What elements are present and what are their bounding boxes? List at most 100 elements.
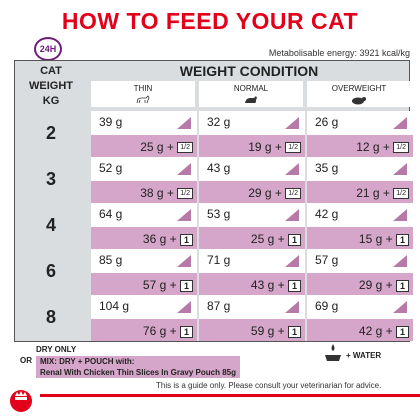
plus-sign: + xyxy=(385,324,393,338)
pouch-icon xyxy=(177,209,191,221)
mix-amount: 21 g xyxy=(356,186,380,200)
dry-amount: 57 g xyxy=(315,253,339,267)
mix-row: 25 g + 1/2 xyxy=(91,140,197,154)
mix-amount: 29 g xyxy=(248,186,272,200)
pouch-icon xyxy=(393,301,407,313)
dry-amount: 85 g xyxy=(99,253,123,267)
mix-row: 19 g + 1/2 xyxy=(199,140,305,154)
plus-sign: + xyxy=(385,278,393,292)
mix-band xyxy=(199,319,305,341)
feeding-cell: 26 g 12 g + 1/2 xyxy=(307,111,413,157)
footer-rule xyxy=(40,394,420,397)
mix-amount: 59 g xyxy=(250,324,275,338)
dry-amount: 87 g xyxy=(207,299,231,313)
pouch-icon xyxy=(177,117,191,129)
pouch-amount: 1 xyxy=(287,233,301,246)
mix-amount: 12 g xyxy=(356,140,380,154)
feeding-table: CAT WEIGHT KG WEIGHT CONDITION THIN NORM… xyxy=(14,60,413,342)
mix-amount: 15 g xyxy=(358,232,383,246)
mix-row: 12 g + 1/2 xyxy=(307,140,413,154)
mix-amount: 43 g xyxy=(250,278,275,292)
mix-amount: 76 g xyxy=(142,324,167,338)
pouch-icon xyxy=(285,301,299,313)
mix-amount: 36 g xyxy=(142,232,167,246)
header-line-kg: KG xyxy=(42,95,60,107)
water-bowl-icon xyxy=(325,344,341,361)
mix-row: 29 g + 1 xyxy=(307,278,413,292)
pouch-amount: 1/2 xyxy=(285,188,301,200)
page-title: HOW TO FEED YOUR CAT xyxy=(61,8,359,34)
mix-band xyxy=(307,135,413,157)
column-label: THIN xyxy=(133,84,153,93)
mix-row: 57 g + 1 xyxy=(91,278,197,292)
pouch-icon xyxy=(177,163,191,175)
water-label: + WATER xyxy=(346,351,382,360)
feeding-cell: 64 g 36 g + 1 xyxy=(91,203,197,249)
mix-band xyxy=(307,227,413,249)
weight-row-label: 4 xyxy=(45,215,56,235)
dry-amount: 104 g xyxy=(99,299,130,313)
feeding-cell: 104 g 76 g + 1 xyxy=(91,295,197,341)
mix-row: 29 g + 1/2 xyxy=(199,186,305,200)
pouch-icon xyxy=(177,255,191,267)
feeding-cell: 87 g 59 g + 1 xyxy=(199,295,305,341)
pouch-amount: 1 xyxy=(287,325,301,338)
mix-band xyxy=(307,319,413,341)
mix-amount: 38 g xyxy=(140,186,164,200)
dry-amount: 69 g xyxy=(315,299,339,313)
energy-label: Metabolisable energy: 3921 kcal/kg xyxy=(268,48,410,58)
dry-amount: 52 g xyxy=(99,161,123,175)
plus-sign: + xyxy=(274,186,282,200)
pouch-icon xyxy=(285,117,299,129)
plus-sign: + xyxy=(169,278,177,292)
mix-amount: 19 g xyxy=(248,140,272,154)
brand-logo-icon xyxy=(10,390,32,412)
dry-amount: 71 g xyxy=(207,253,231,267)
mix-row: 15 g + 1 xyxy=(307,232,413,246)
pouch-icon xyxy=(285,255,299,267)
column-label: NORMAL xyxy=(233,84,269,93)
mix-amount: 25 g xyxy=(140,140,164,154)
dry-amount: 53 g xyxy=(207,207,231,221)
header-line-weight: WEIGHT xyxy=(29,80,73,92)
mix-band xyxy=(307,181,413,203)
dry-amount: 42 g xyxy=(315,207,339,221)
feeding-cell: 53 g 25 g + 1 xyxy=(199,203,305,249)
plus-sign: + xyxy=(382,140,390,154)
mix-band xyxy=(91,273,197,295)
pouch-icon xyxy=(285,209,299,221)
pouch-icon xyxy=(285,163,299,175)
mix-row: 36 g + 1 xyxy=(91,232,197,246)
feeding-cell: 43 g 29 g + 1/2 xyxy=(199,157,305,203)
mix-band xyxy=(91,135,197,157)
dry-amount: 26 g xyxy=(315,115,339,129)
feeding-cell: 71 g 43 g + 1 xyxy=(199,249,305,295)
pouch-icon xyxy=(393,209,407,221)
legend-or: OR xyxy=(20,356,32,365)
dry-amount: 64 g xyxy=(99,207,123,221)
pouch-icon xyxy=(393,163,407,175)
mix-row: 42 g + 1 xyxy=(307,324,413,338)
clock-label: 24H xyxy=(39,44,57,54)
normal-cat-icon xyxy=(245,96,257,103)
header-line-cat: CAT xyxy=(40,65,62,77)
legend: DRY ONLY OR MIX: DRY + POUCH with: Renal… xyxy=(20,344,240,378)
pouch-icon xyxy=(177,301,191,313)
column-header-overweight: OVERWEIGHT xyxy=(307,81,411,107)
column-header-thin: THIN xyxy=(91,81,195,107)
pouch-amount: 1 xyxy=(395,233,409,246)
pouch-amount: 1/2 xyxy=(177,142,193,154)
plus-sign: + xyxy=(169,232,177,246)
feeding-cell: 52 g 38 g + 1/2 xyxy=(91,157,197,203)
feeding-cell: 32 g 19 g + 1/2 xyxy=(199,111,305,157)
pouch-amount: 1 xyxy=(395,279,409,292)
mix-amount: 29 g xyxy=(358,278,383,292)
mix-band xyxy=(91,319,197,341)
clock-icon: 24H xyxy=(34,37,62,61)
feeding-cell: 39 g 25 g + 1/2 xyxy=(91,111,197,157)
mix-amount: 57 g xyxy=(142,278,167,292)
pouch-amount: 1/2 xyxy=(177,188,193,200)
mix-row: 76 g + 1 xyxy=(91,324,197,338)
overweight-cat-icon xyxy=(352,97,366,105)
thin-cat-icon xyxy=(136,95,150,104)
